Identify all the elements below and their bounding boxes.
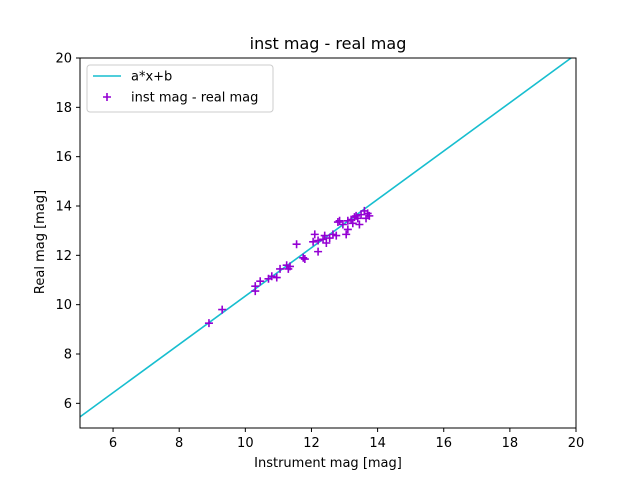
x-tick-label: 10 [237,436,254,451]
data-point [218,305,227,314]
x-tick-label: 18 [502,436,519,451]
data-point [333,218,342,227]
data-point [300,255,309,264]
data-point [338,220,347,229]
y-tick-label: 20 [55,52,72,67]
legend-box [86,64,274,113]
data-point [314,247,323,256]
y-axis: 6 8 10 12 14 16 18 20 [55,52,80,412]
data-point [365,211,374,220]
data-point [343,225,352,234]
data-point [285,262,294,271]
data-point [204,319,213,328]
legend: a*x+b inst mag - real mag [86,64,274,113]
data-point [292,240,301,249]
data-point [309,237,318,246]
x-tick-label: 12 [303,436,320,451]
fit-line [80,58,572,418]
data-point [299,253,308,262]
legend-label-points: inst mag - real mag [131,91,258,106]
legend-marker-swatch [103,93,111,101]
legend-label-fit: a*x+b [131,70,172,85]
data-point [320,231,329,240]
data-point [322,239,331,247]
x-tick-label: 6 [109,436,117,451]
plot-area [80,58,572,418]
x-tick-label: 16 [435,436,452,451]
data-point [355,220,364,229]
chart-title: inst mag - real mag [250,34,407,53]
x-tick-label: 8 [175,436,183,451]
data-point [272,273,281,282]
plot-frame [79,57,577,429]
data-point [348,219,357,228]
y-tick-label: 10 [55,298,72,313]
data-point [251,282,260,291]
y-axis-label: Real mag [mag] [33,190,48,294]
x-tick-label: 20 [568,436,585,451]
data-point [332,231,341,240]
y-tick-label: 6 [64,397,72,412]
y-tick-label: 8 [64,348,72,363]
y-tick-label: 14 [55,200,72,215]
y-tick-label: 16 [55,150,72,165]
data-point [267,272,276,281]
data-point [276,264,285,273]
y-tick-label: 12 [55,249,72,264]
x-tick-label: 14 [369,436,386,451]
data-point [310,230,319,239]
data-point [256,277,265,286]
y-tick-label: 18 [55,101,72,116]
data-point [342,230,351,239]
x-axis-label: Instrument mag [mag] [254,456,402,471]
data-point [314,236,323,245]
x-axis: 6 8 10 12 14 16 18 20 [109,428,584,451]
